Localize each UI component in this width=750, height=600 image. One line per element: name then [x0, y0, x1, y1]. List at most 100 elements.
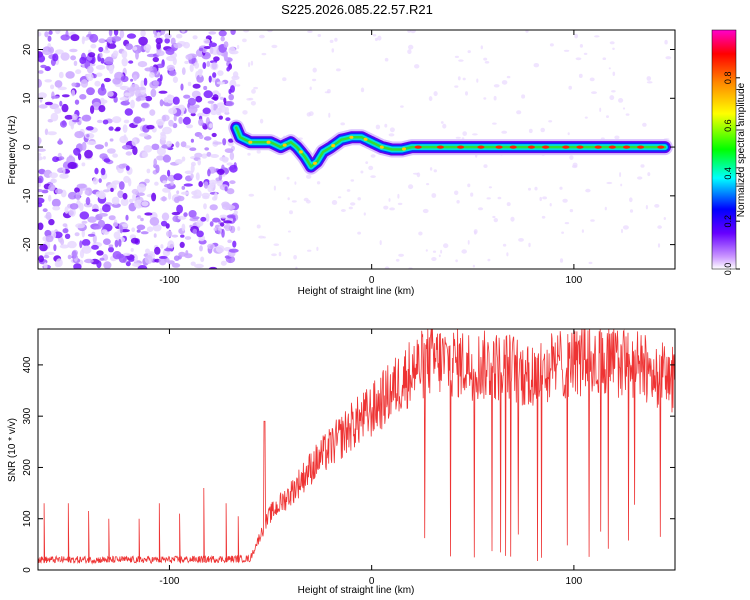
noise-blob	[141, 201, 149, 207]
noise-blob	[594, 35, 600, 38]
noise-blob	[248, 193, 255, 197]
snr-line	[138, 518, 141, 563]
noise-blob	[454, 55, 459, 59]
noise-blob	[176, 33, 183, 39]
noise-blob	[112, 50, 119, 57]
noise-blob	[188, 210, 197, 218]
noise-blob	[121, 144, 132, 150]
noise-blob	[578, 73, 583, 78]
spectrogram-ylabel: Frequency (Hz)	[7, 116, 18, 185]
noise-blob	[191, 190, 198, 196]
noise-blob	[51, 198, 61, 208]
ridge-peak	[414, 145, 422, 149]
noise-blob	[185, 250, 189, 256]
noise-blob	[164, 183, 172, 188]
noise-blob	[73, 147, 81, 156]
noise-blob	[432, 250, 437, 253]
noise-blob	[64, 114, 74, 120]
noise-blob	[90, 105, 95, 114]
noise-blob	[38, 137, 41, 146]
noise-blob	[198, 118, 204, 127]
noise-blob	[112, 116, 122, 124]
noise-blob	[97, 219, 106, 228]
noise-blob	[88, 52, 96, 58]
noise-blob	[360, 87, 365, 93]
noise-blob	[243, 30, 249, 33]
noise-blob	[209, 46, 214, 55]
noise-blob	[115, 126, 121, 131]
noise-blob	[41, 189, 49, 194]
noise-blob	[51, 95, 60, 99]
noise-blob	[149, 109, 156, 116]
noise-blob	[433, 169, 437, 173]
noise-blob	[337, 196, 342, 199]
noise-blob	[308, 111, 314, 116]
noise-blob	[170, 37, 176, 45]
noise-blob	[612, 47, 615, 50]
noise-blob	[467, 50, 471, 54]
noise-blob	[388, 198, 391, 202]
noise-blob	[180, 141, 187, 148]
noise-blob	[132, 193, 137, 201]
noise-blob	[207, 169, 211, 177]
noise-blob	[612, 71, 616, 77]
noise-blob	[92, 177, 99, 185]
noise-blob	[428, 96, 433, 102]
noise-blob	[95, 72, 103, 77]
noise-blob	[125, 261, 131, 267]
noise-blob	[160, 220, 168, 227]
noise-blob	[181, 223, 186, 232]
noise-blob	[151, 192, 157, 202]
noise-blob	[176, 195, 185, 202]
noise-blob	[58, 71, 64, 79]
noise-blob	[184, 253, 193, 259]
noise-blob	[458, 59, 464, 62]
noise-blob	[389, 127, 395, 133]
noise-blob	[61, 103, 69, 113]
noise-blob	[161, 212, 170, 221]
noise-blob	[71, 113, 78, 121]
noise-blob	[118, 163, 126, 169]
noise-blob	[98, 105, 106, 113]
noise-blob	[155, 164, 160, 174]
noise-blob	[156, 30, 161, 33]
noise-blob	[201, 192, 210, 198]
noise-blob	[131, 227, 136, 232]
noise-blob	[309, 86, 312, 91]
noise-blob	[181, 67, 186, 75]
noise-blob	[152, 213, 158, 218]
noise-blob	[71, 82, 77, 87]
noise-blob	[331, 200, 338, 205]
noise-blob	[111, 180, 121, 185]
noise-blob	[223, 51, 228, 60]
noise-blob	[365, 161, 369, 165]
noise-blob	[144, 212, 153, 216]
noise-blob	[619, 172, 622, 178]
noise-blob	[160, 196, 168, 202]
noise-blob	[132, 262, 142, 267]
noise-blob	[307, 30, 313, 33]
noise-blob	[150, 88, 157, 98]
noise-blob	[256, 224, 261, 229]
noise-blob	[350, 202, 356, 206]
noise-blob	[208, 266, 218, 269]
ridge-peak	[436, 145, 444, 149]
noise-blob	[194, 152, 203, 158]
noise-blob	[247, 152, 251, 156]
noise-blob	[43, 254, 50, 259]
noise-blob	[64, 206, 69, 214]
noise-blob	[160, 244, 164, 249]
noise-blob	[219, 96, 224, 100]
noise-blob	[223, 220, 233, 224]
noise-blob	[70, 34, 80, 42]
noise-blob	[384, 266, 390, 269]
noise-blob	[103, 238, 111, 245]
noise-blob	[59, 244, 70, 249]
noise-blob	[87, 216, 97, 223]
noise-blob	[172, 76, 178, 83]
noise-blob	[258, 235, 265, 239]
noise-blob	[125, 165, 130, 171]
noise-blob	[54, 107, 62, 114]
noise-blob	[611, 90, 616, 93]
noise-blob	[65, 71, 75, 79]
